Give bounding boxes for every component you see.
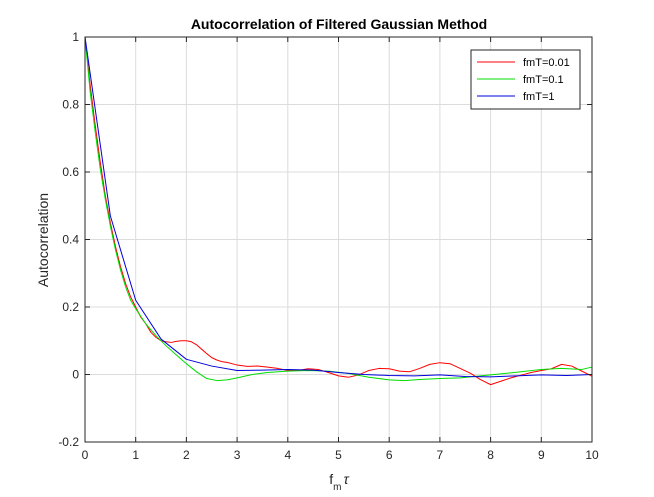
y-tick-label-0: -0.2 xyxy=(58,435,79,449)
y-tick-label-6: 1 xyxy=(72,30,79,44)
legend-label-2: fmT=1 xyxy=(523,91,554,103)
x-tick-label-8: 8 xyxy=(487,448,494,462)
x-tick-label-1: 1 xyxy=(132,448,139,462)
x-tick-label-10: 10 xyxy=(585,448,599,462)
plot-area: 0 1 2 3 4 5 6 7 8 9 10-0.200.20.40.60.81fmT=0.01fm… xyxy=(58,30,599,462)
x-tick-label-9: 9 xyxy=(538,448,545,462)
x-tick-label-7: 7 xyxy=(437,448,444,462)
y-tick-label-3: 0.4 xyxy=(62,233,79,247)
legend-label-0: fmT=0.01 xyxy=(523,57,570,69)
x-tick-label-4: 4 xyxy=(284,448,291,462)
y-tick-label-5: 0.8 xyxy=(62,98,79,112)
x-tick-label-3: 3 xyxy=(234,448,241,462)
x-tick-label-2: 2 xyxy=(183,448,190,462)
legend: fmT=0.01 fmT=0.1 fmT=1 xyxy=(470,49,581,110)
chart-title: Autocorrelation of Filtered Gaussian Met… xyxy=(191,16,487,32)
y-tick-label-1: 0 xyxy=(72,368,79,382)
x-axis-label-sub: m xyxy=(333,482,341,493)
y-axis-label: Autocorrelation xyxy=(35,193,51,287)
x-tick-label-5: 5 xyxy=(335,448,342,462)
x-axis-label: fm τ xyxy=(329,471,349,493)
x-axis-label-tail: τ xyxy=(343,471,349,487)
y-tick-label-4: 0.6 xyxy=(62,165,79,179)
legend-label-1: fmT=0.1 xyxy=(523,74,564,86)
x-axis-label-base: f xyxy=(329,471,333,487)
x-tick-label-6: 6 xyxy=(386,448,393,462)
y-tick-label-2: 0.2 xyxy=(62,300,79,314)
x-tick-label-0: 0 xyxy=(82,448,89,462)
series-line-2 xyxy=(84,36,593,378)
